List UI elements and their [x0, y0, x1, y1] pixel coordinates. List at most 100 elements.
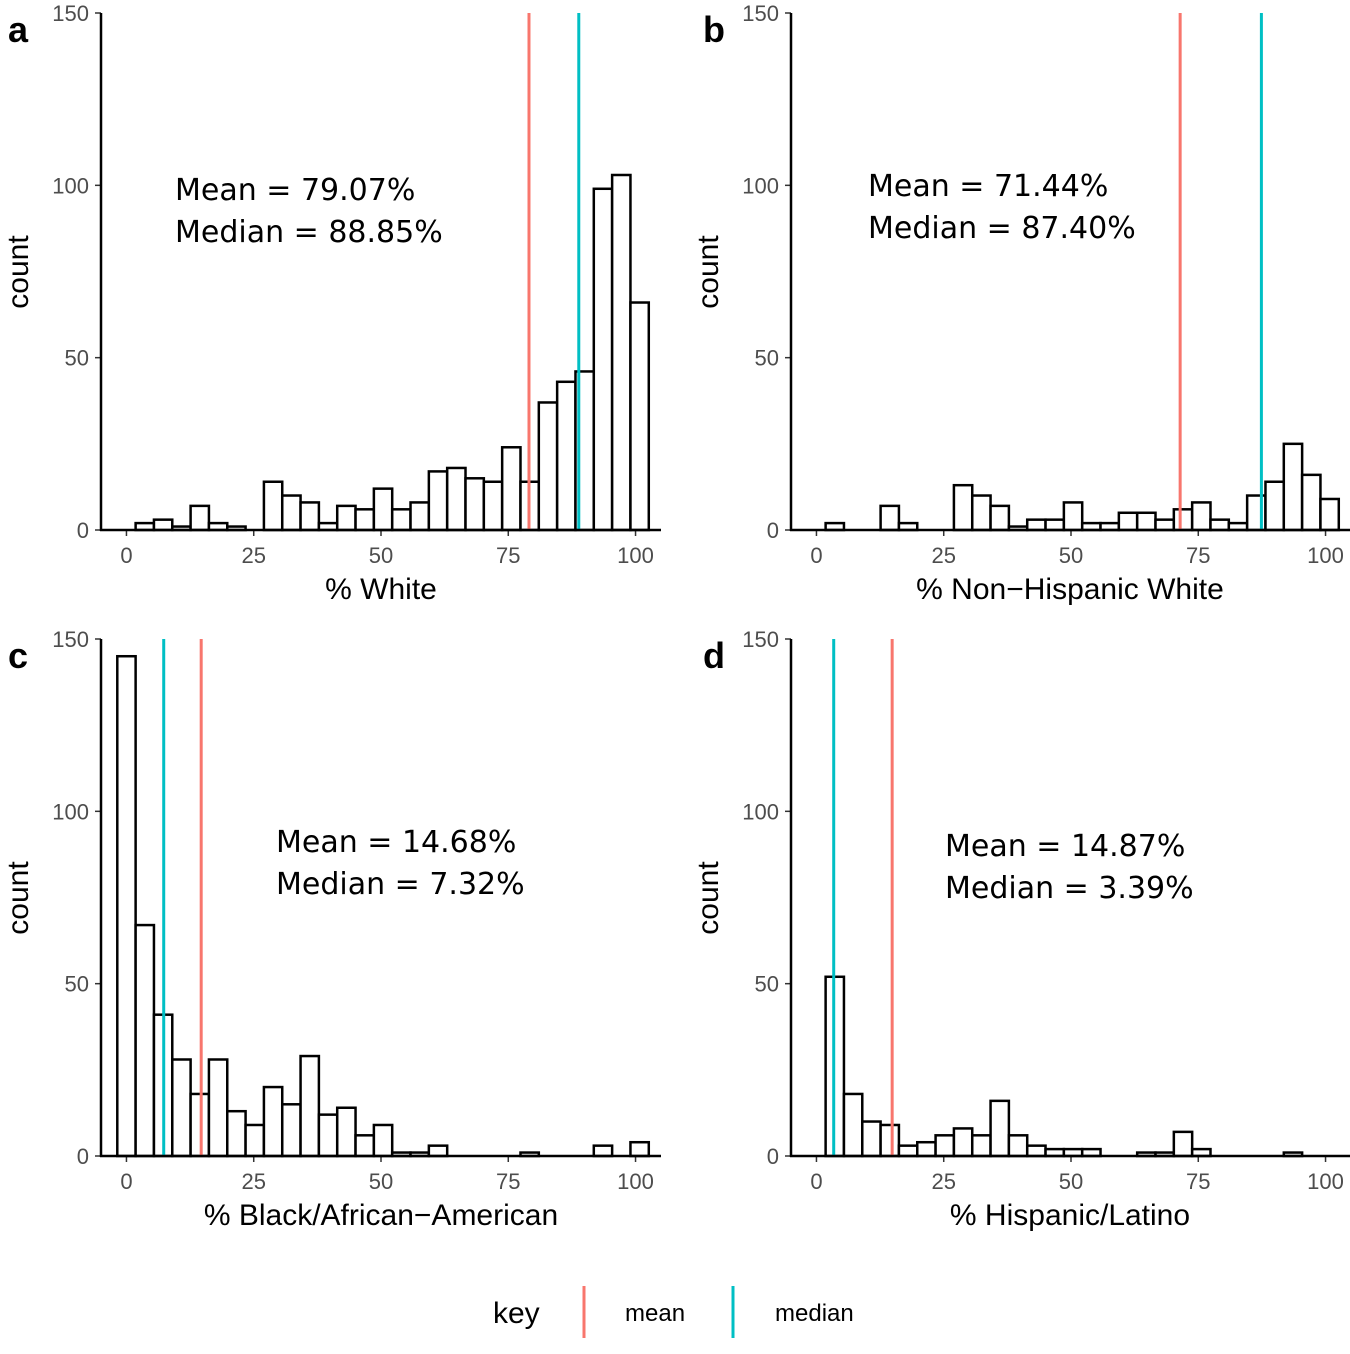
x-tick-label: 25	[931, 543, 955, 568]
histogram-bar	[592, 1144, 614, 1158]
x-tick-label: 75	[1186, 1169, 1210, 1194]
histogram-bar	[970, 494, 992, 532]
x-tick-label: 0	[120, 1169, 132, 1194]
histogram-bar	[952, 1127, 974, 1158]
mean-annotation-b: Mean = 71.44%	[868, 169, 1108, 204]
panel-c: c count 0 50 100 150 0 25 50 75 100 % Black/Afr…	[2, 627, 661, 1232]
panel-b: b count 0 50 100 150 0 25 50 75 100 % Non−Hispa…	[692, 1, 1350, 606]
histogram-bar	[1282, 442, 1304, 532]
panel-letter-d: d	[703, 635, 725, 676]
histogram-bar	[1025, 1144, 1047, 1158]
x-tick-label: 100	[1307, 543, 1344, 568]
x-tick-label: 75	[496, 1169, 520, 1194]
y-tick-label: 50	[755, 972, 779, 997]
histogram-bar	[861, 1120, 882, 1158]
y-tick-label: 0	[767, 518, 779, 543]
median-annotation-d: Median = 3.39%	[945, 871, 1194, 906]
y-tick-label: 100	[742, 173, 779, 198]
histogram-bar	[500, 446, 522, 532]
histogram-bar	[372, 487, 394, 532]
panel-letter-c: c	[8, 635, 28, 676]
histogram-bar	[610, 173, 632, 532]
histogram-bar	[134, 923, 156, 1158]
y-tick-label: 50	[755, 346, 779, 371]
histogram-bar	[1135, 511, 1157, 532]
histogram-bar	[592, 187, 614, 532]
mean-annotation-c: Mean = 14.68%	[276, 825, 516, 860]
histogram-bar	[427, 1144, 449, 1158]
y-axis-title-c: count	[2, 861, 35, 935]
x-tick-label: 100	[617, 543, 654, 568]
histogram-bar	[842, 1092, 864, 1158]
y-tick-label: 150	[742, 1, 779, 26]
panel-d: d count 0 50 100 150 0 25 50 75 100 % Hispanic/…	[692, 627, 1350, 1232]
x-tick-label: 25	[241, 1169, 265, 1194]
mean-annotation-a: Mean = 79.07%	[175, 173, 415, 208]
x-axis-title-c: % Black/African−American	[204, 1199, 558, 1232]
x-axis-title-a: % White	[325, 573, 437, 606]
x-tick-label: 25	[241, 543, 265, 568]
histogram-bar	[1062, 501, 1084, 532]
x-tick-label: 75	[496, 543, 520, 568]
x-axis-title-d: % Hispanic/Latino	[950, 1199, 1190, 1232]
histogram-bar	[1007, 1134, 1029, 1158]
histogram-bar	[1300, 473, 1322, 532]
y-tick-label: 150	[52, 1, 89, 26]
histogram-bar	[464, 477, 486, 532]
y-tick-label: 50	[65, 346, 89, 371]
y-tick-label: 50	[65, 972, 89, 997]
x-tick-label: 50	[1059, 1169, 1083, 1194]
histogram-bar	[262, 1085, 284, 1158]
histogram-bar	[445, 466, 467, 532]
histogram-bar	[1190, 501, 1212, 532]
y-tick-label: 100	[52, 799, 89, 824]
x-tick-label: 0	[810, 543, 822, 568]
histogram-bar	[537, 401, 559, 532]
panel-letter-b: b	[703, 9, 725, 50]
histogram-bar	[354, 508, 376, 532]
histogram-bar	[335, 504, 357, 532]
legend: key mean median	[493, 1286, 854, 1338]
x-tick-label: 100	[617, 1169, 654, 1194]
median-annotation-c: Median = 7.32%	[276, 867, 525, 902]
histogram-bar	[1025, 518, 1047, 532]
histogram-bar	[152, 518, 174, 532]
histogram-bar	[116, 654, 137, 1158]
histogram-bar	[629, 301, 651, 532]
x-tick-label: 75	[1186, 543, 1210, 568]
histogram-bar	[1117, 511, 1139, 532]
histogram-bar	[299, 1054, 321, 1158]
histogram-bar	[916, 1140, 937, 1158]
histogram-bar	[280, 494, 302, 532]
histogram-bar	[934, 1134, 956, 1158]
y-axis-title-b: count	[692, 235, 725, 309]
x-tick-label: 50	[369, 1169, 393, 1194]
histogram-bar	[555, 380, 577, 532]
histogram-bar	[280, 1103, 302, 1158]
histogram-bar	[897, 1144, 919, 1158]
histogram-bar	[879, 504, 901, 532]
y-tick-label: 100	[742, 799, 779, 824]
histogram-bar	[989, 504, 1011, 532]
histogram-bar	[482, 480, 504, 532]
y-tick-label: 100	[52, 173, 89, 198]
histogram-bar	[207, 1058, 229, 1158]
x-tick-label: 100	[1307, 1169, 1344, 1194]
histogram-bar	[244, 1123, 266, 1158]
histogram-bar	[1172, 508, 1194, 532]
histogram-bar	[879, 1123, 901, 1158]
y-tick-label: 150	[742, 627, 779, 652]
histogram-bar	[299, 501, 321, 532]
histogram-bar	[189, 504, 211, 532]
histogram-bar	[1154, 518, 1176, 532]
histogram-bar	[1264, 480, 1286, 532]
histogram-bar	[372, 1123, 394, 1158]
x-axis-title-b: % Non−Hispanic White	[916, 573, 1224, 606]
x-tick-label: 25	[931, 1169, 955, 1194]
histogram-bar	[1172, 1130, 1194, 1158]
histogram-bar	[390, 508, 412, 532]
y-tick-label: 0	[77, 518, 89, 543]
y-tick-label: 0	[767, 1144, 779, 1169]
histogram-bar	[171, 1058, 192, 1158]
